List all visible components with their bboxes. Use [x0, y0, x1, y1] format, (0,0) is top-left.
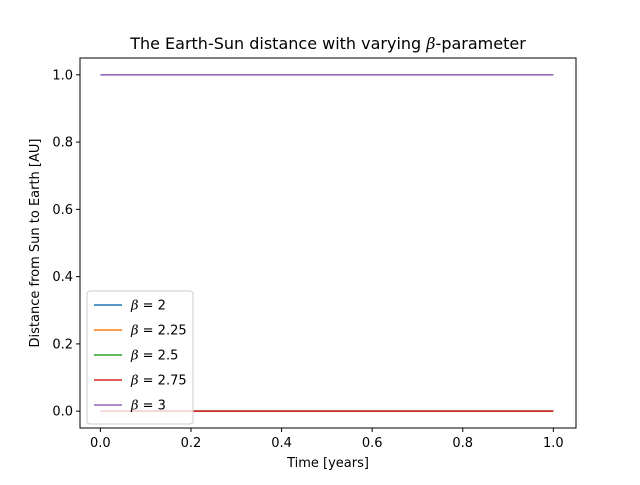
legend-frame	[86, 290, 194, 425]
legend-label-2: β = 2.25	[130, 324, 187, 339]
legend: β = 2 β = 2.25 β = 2.5 β = 2.75 β = 3	[86, 290, 194, 425]
y-tick-label: 0.8	[52, 136, 73, 151]
y-axis-label: Distance from Sun to Earth [AU]	[28, 139, 43, 348]
x-tick-label: 1.0	[543, 436, 564, 451]
y-tick-label: 0.6	[52, 203, 73, 218]
x-axis-label: Time [years]	[286, 456, 369, 471]
plot-frame	[79, 57, 577, 429]
chart-title: The Earth-Sun distance with varying β-pa…	[129, 34, 526, 53]
x-tick-label: 0.8	[452, 436, 473, 451]
y-tick-label: 0.2	[52, 337, 73, 352]
legend-label-5: β = 3	[130, 399, 166, 414]
y-tick-label: 1.0	[52, 68, 73, 83]
x-tick-label: 0.4	[271, 436, 292, 451]
x-tick-label: 0.2	[181, 436, 202, 451]
y-axis: 0.0 0.2 0.4 0.6 0.8 1.0	[52, 68, 80, 420]
x-tick-label: 0.6	[362, 436, 383, 451]
legend-label-3: β = 2.5	[130, 349, 178, 364]
y-tick-label: 0.4	[52, 270, 73, 285]
y-tick-label: 0.0	[52, 405, 73, 420]
x-axis: 0.0 0.2 0.4 0.6 0.8 1.0	[90, 428, 564, 451]
legend-label-1: β = 2	[130, 299, 166, 314]
legend-label-4: β = 2.75	[130, 374, 187, 389]
x-tick-label: 0.0	[90, 436, 111, 451]
